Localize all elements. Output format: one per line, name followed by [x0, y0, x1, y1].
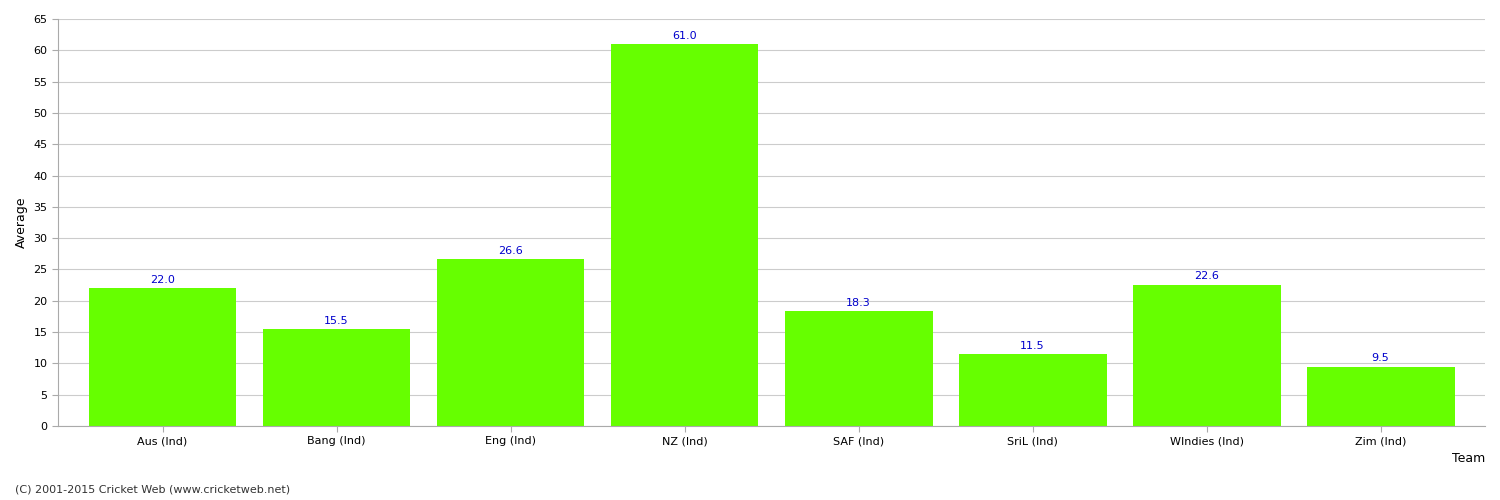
Bar [1132, 284, 1281, 426]
Bar [958, 354, 1107, 426]
Text: 11.5: 11.5 [1020, 341, 1046, 351]
Text: 26.6: 26.6 [498, 246, 523, 256]
Bar [784, 312, 933, 426]
Bar [610, 44, 759, 426]
Text: 22.6: 22.6 [1194, 272, 1219, 281]
Bar [436, 260, 585, 426]
X-axis label: Team: Team [1452, 452, 1485, 465]
Text: (C) 2001-2015 Cricket Web (www.cricketweb.net): (C) 2001-2015 Cricket Web (www.cricketwe… [15, 485, 290, 495]
Text: 18.3: 18.3 [846, 298, 871, 308]
Y-axis label: Average: Average [15, 197, 28, 248]
Text: 15.5: 15.5 [324, 316, 350, 326]
Text: 9.5: 9.5 [1371, 354, 1389, 364]
Bar [262, 329, 411, 426]
Text: 22.0: 22.0 [150, 275, 176, 285]
Text: 61.0: 61.0 [672, 31, 698, 41]
Bar [88, 288, 237, 426]
Bar [1306, 366, 1455, 426]
